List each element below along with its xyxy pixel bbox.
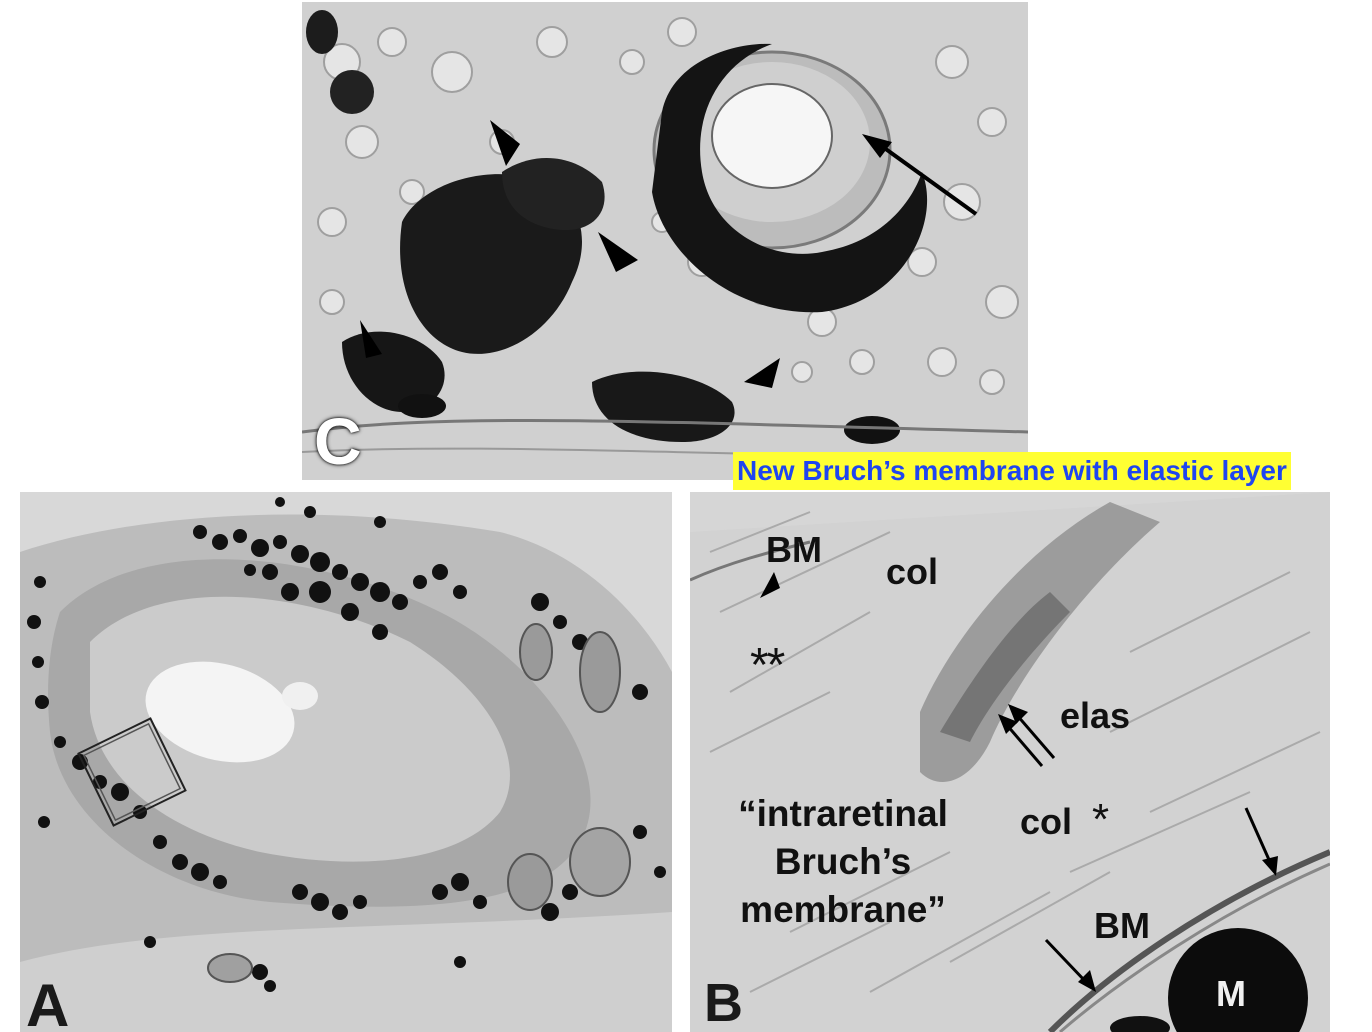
panel-c-letter: C bbox=[314, 408, 362, 474]
label-elas: elas bbox=[1060, 698, 1130, 734]
panel-b-image bbox=[690, 492, 1330, 1032]
label-double-asterisk: ** bbox=[750, 642, 783, 690]
figure-caption: New Bruch’s membrane with elastic layer bbox=[733, 452, 1291, 490]
panel-a-image bbox=[20, 492, 672, 1032]
label-col-middle: col bbox=[1020, 804, 1072, 840]
label-col-top: col bbox=[886, 554, 938, 590]
panel-c-micrograph: C bbox=[302, 2, 1028, 480]
label-asterisk: * bbox=[1092, 798, 1109, 842]
label-bm-top: BM bbox=[766, 532, 822, 568]
panel-c-image bbox=[302, 2, 1028, 480]
label-intraretinal-bruchs-membrane: “intraretinal Bruch’s membrane” bbox=[712, 790, 974, 934]
panel-b-letter: B bbox=[704, 976, 743, 1030]
label-m: M bbox=[1216, 976, 1246, 1012]
panel-a-letter: A bbox=[26, 976, 69, 1032]
label-bm-bottom: BM bbox=[1094, 908, 1150, 944]
panel-a-micrograph: A bbox=[20, 492, 672, 1032]
panel-b-micrograph: BM col ** elas “intraretinal Bruch’s mem… bbox=[690, 492, 1330, 1032]
